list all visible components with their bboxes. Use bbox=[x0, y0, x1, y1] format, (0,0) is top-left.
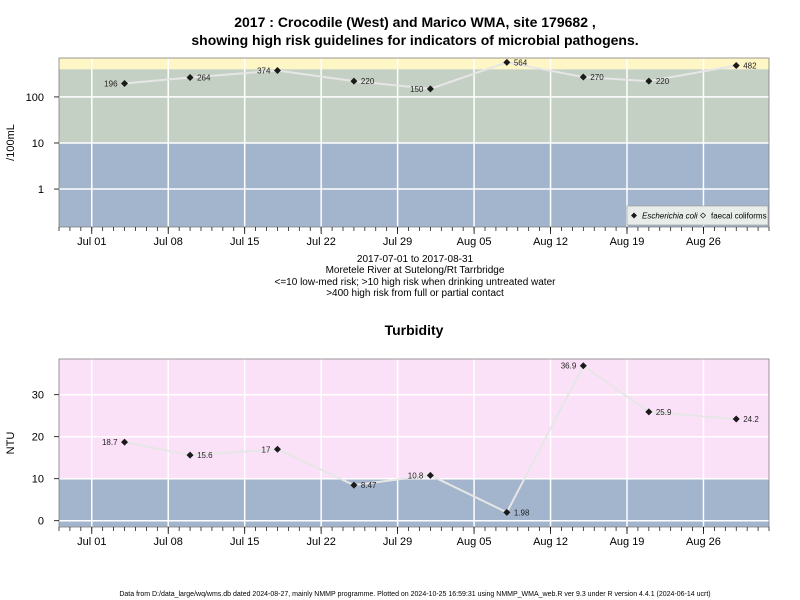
data-label-7: 220 bbox=[656, 77, 670, 86]
data-label-7: 25.9 bbox=[656, 408, 672, 417]
data-label-0: 18.7 bbox=[102, 438, 118, 447]
x-tick-label: Jul 01 bbox=[77, 536, 106, 548]
data-point-4 bbox=[426, 471, 434, 479]
x-tick-label: Aug 12 bbox=[533, 536, 568, 548]
legend-label: Escherichia coli bbox=[642, 212, 698, 221]
x-tick-label: Jul 15 bbox=[230, 236, 259, 248]
x-tick-label: Jul 29 bbox=[383, 536, 412, 548]
data-label-5: 564 bbox=[514, 58, 528, 67]
legend-box bbox=[626, 205, 769, 226]
data-label-2: 374 bbox=[257, 67, 271, 76]
data-point-3 bbox=[350, 77, 358, 85]
risk-band-0 bbox=[59, 478, 769, 527]
data-label-3: 220 bbox=[361, 77, 375, 86]
data-label-0: 196 bbox=[104, 79, 118, 88]
data-point-1 bbox=[186, 451, 194, 459]
x-tick-label: Jul 08 bbox=[154, 236, 183, 248]
data-point-4 bbox=[426, 85, 434, 93]
data-point-6 bbox=[579, 362, 587, 370]
x-tick-label: Aug 12 bbox=[533, 236, 568, 248]
x-tick-label: Aug 05 bbox=[457, 536, 492, 548]
x-tick-label: Aug 26 bbox=[686, 536, 721, 548]
footer-note: Data from D:/data_large/wq/wms.db dated … bbox=[119, 591, 710, 598]
y-tick-label: 10 bbox=[32, 474, 44, 486]
x-tick-label: Aug 05 bbox=[457, 236, 492, 248]
x-tick-label: Aug 19 bbox=[610, 536, 645, 548]
data-point-8 bbox=[732, 415, 740, 423]
data-point-1 bbox=[186, 74, 194, 82]
data-point-7 bbox=[645, 408, 653, 416]
y-axis-label: /100mL bbox=[5, 124, 17, 161]
x-tick-label: Jul 22 bbox=[306, 236, 335, 248]
x-tick-label: Aug 19 bbox=[610, 236, 645, 248]
chart-title-line1: 2017 : Crocodile (West) and Marico WMA, … bbox=[234, 14, 596, 30]
y-tick-label: 30 bbox=[32, 390, 44, 402]
data-point-7 bbox=[645, 77, 653, 85]
minor-x-ticks bbox=[58, 527, 770, 531]
x-tick-label: Jul 15 bbox=[230, 536, 259, 548]
chart-title-line2: showing high risk guidelines for indicat… bbox=[191, 32, 638, 48]
contact-risk-note: >400 high risk from full or partial cont… bbox=[326, 288, 504, 299]
data-point-5 bbox=[503, 508, 511, 516]
y-axis-label: NTU bbox=[5, 432, 17, 455]
filled-diamond-icon bbox=[631, 212, 637, 219]
minor-x-ticks bbox=[58, 227, 770, 231]
data-point-8 bbox=[732, 61, 740, 69]
data-label-1: 15.6 bbox=[197, 451, 213, 460]
turbidity-panel: Jul 01 Jul 08 Jul 15 Jul 22 Jul 29 Aug 05 Aug … bbox=[5, 358, 770, 548]
site-name-note: Moretele River at Sutelong/Rt Tarrbridge bbox=[326, 265, 505, 276]
microbial-panel: Jul 01 Jul 08 Jul 15 Jul 22 Jul 29 Aug 05 Aug … bbox=[5, 57, 770, 248]
data-label-1: 264 bbox=[197, 74, 211, 83]
y-tick-label: 20 bbox=[32, 432, 44, 444]
data-label-8: 482 bbox=[743, 61, 757, 70]
risk-band-2 bbox=[59, 58, 769, 70]
data-label-4: 150 bbox=[410, 85, 424, 94]
x-tick-label: Jul 08 bbox=[154, 536, 183, 548]
data-point-0 bbox=[121, 438, 129, 446]
data-point-2 bbox=[273, 445, 281, 453]
x-tick-label: Jul 01 bbox=[77, 236, 106, 248]
y-tick-label: 0 bbox=[38, 516, 44, 528]
data-label-6: 36.9 bbox=[561, 362, 577, 371]
data-point-3 bbox=[350, 481, 358, 489]
data-label-6: 270 bbox=[590, 73, 604, 82]
x-tick-label: Jul 22 bbox=[306, 536, 335, 548]
drinking-risk-note: <=10 low-med risk; >10 high risk when dr… bbox=[275, 277, 557, 288]
data-label-8: 24.2 bbox=[743, 415, 759, 424]
y-tick-label: 100 bbox=[26, 92, 44, 104]
panel-frame bbox=[58, 358, 770, 528]
data-point-6 bbox=[579, 73, 587, 81]
data-label-3: 8.47 bbox=[361, 481, 377, 490]
data-point-2 bbox=[273, 67, 281, 75]
y-tick-label: 10 bbox=[32, 138, 44, 150]
open-diamond-icon bbox=[700, 212, 706, 219]
y-tick-label: 1 bbox=[38, 184, 44, 196]
x-tick-label: Aug 26 bbox=[686, 236, 721, 248]
data-label-4: 10.8 bbox=[408, 471, 424, 480]
turbidity-title: Turbidity bbox=[385, 322, 444, 338]
risk-band-1 bbox=[59, 359, 769, 479]
data-label-5: 1.98 bbox=[514, 508, 530, 517]
x-tick-label: Jul 29 bbox=[383, 236, 412, 248]
legend: Escherichia coli faecal coliforms bbox=[626, 205, 769, 226]
data-point-0 bbox=[121, 79, 129, 87]
data-label-2: 17 bbox=[262, 445, 271, 454]
data-point-5 bbox=[503, 58, 511, 66]
panel-frame bbox=[58, 57, 770, 228]
legend-label: faecal coliforms bbox=[711, 212, 767, 221]
date-range-note: 2017-07-01 to 2017-08-31 bbox=[357, 254, 474, 265]
